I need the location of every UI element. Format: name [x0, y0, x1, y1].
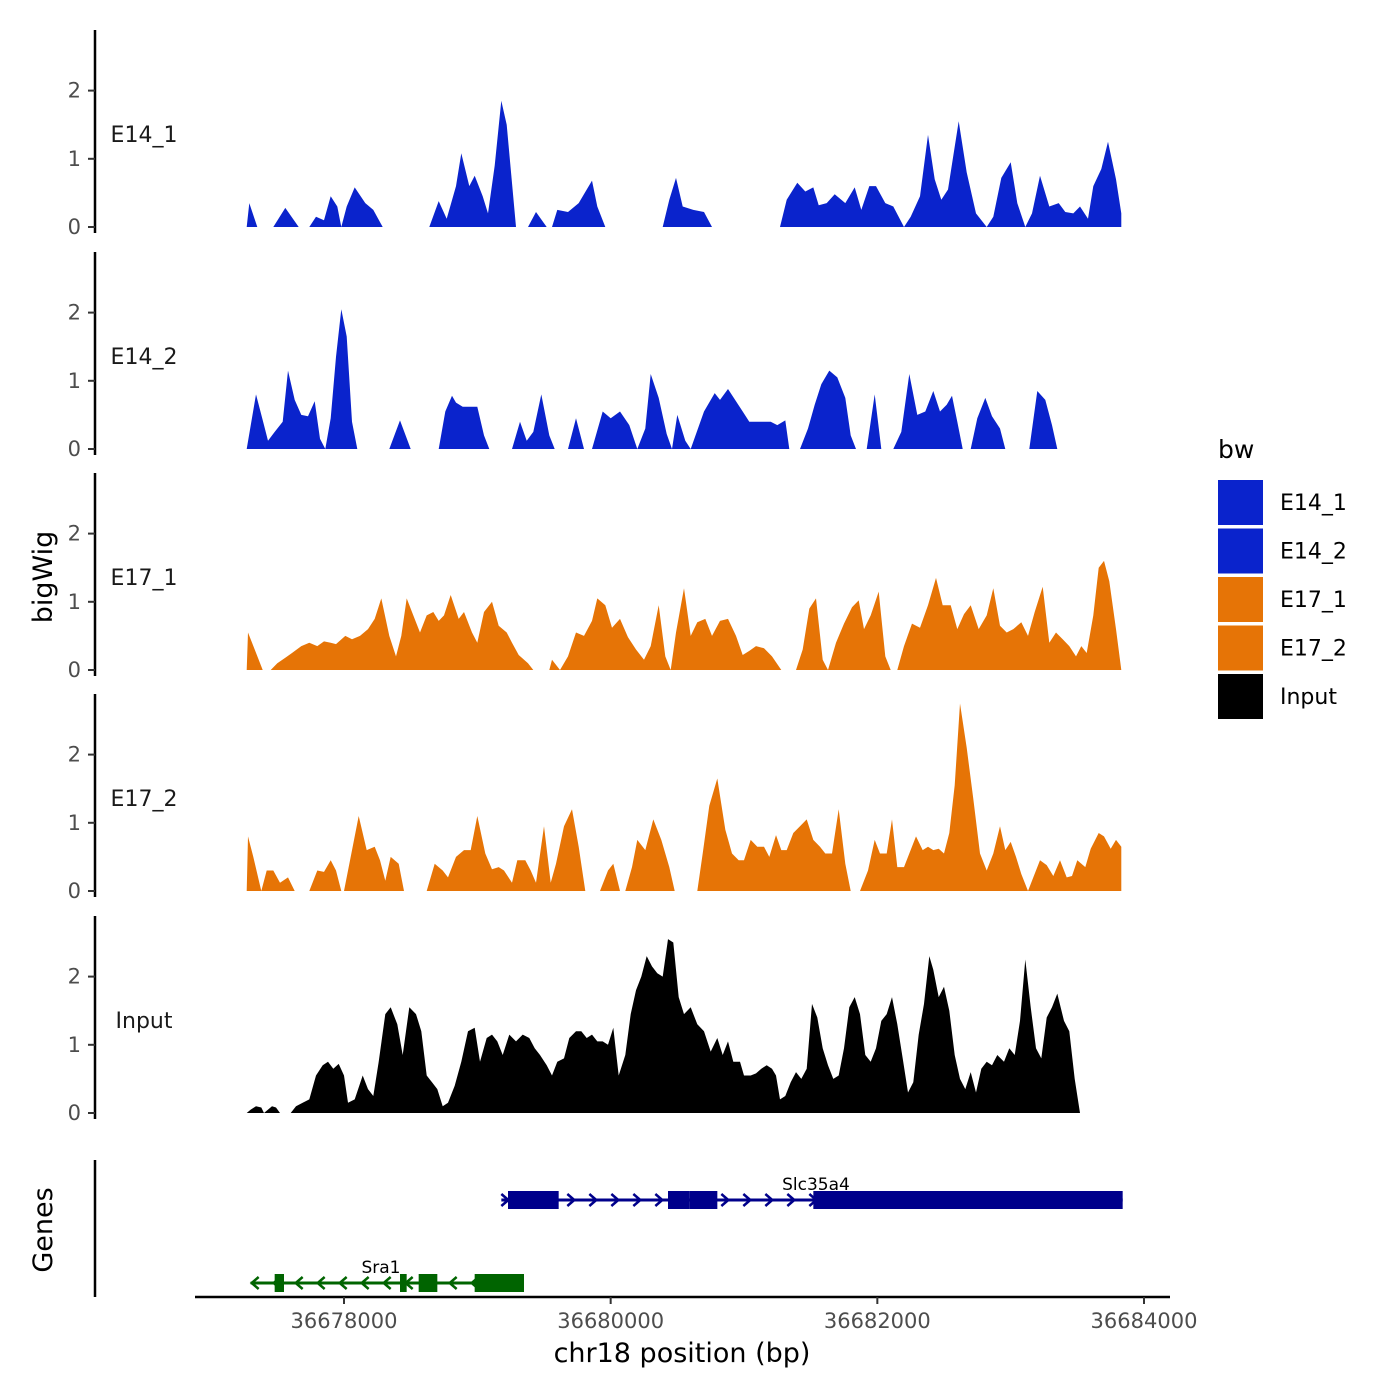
strand-chevron: [742, 1193, 753, 1207]
gene-Sra1: Sra1: [249, 1258, 524, 1292]
strand-chevron: [720, 1193, 731, 1207]
y-axis-title: bigWig: [28, 531, 59, 624]
legend-entry-E17_2: E17_2: [1218, 625, 1347, 671]
legend-label: E14_2: [1280, 540, 1347, 565]
legend: bw E14_1 E14_2 E17_1 E17_2 Input: [1218, 435, 1347, 719]
strand-chevron: [610, 1193, 621, 1207]
x-axis-title: chr18 position (bp): [554, 1338, 811, 1369]
y-tick-label: 0: [68, 215, 81, 239]
strand-chevron: [315, 1276, 326, 1290]
y-tick-label: 1: [68, 1033, 81, 1057]
x-tick-label: 36684000: [1091, 1309, 1198, 1333]
legend-swatch: [1218, 480, 1263, 525]
y-tick-label: 2: [68, 743, 81, 767]
track-label: E14_1: [111, 123, 178, 148]
y-tick-label: 0: [68, 1101, 81, 1125]
track-label: E14_2: [111, 345, 178, 370]
gene-annotation-panel: Slc35a4 Sra1: [93, 1160, 1123, 1297]
strand-chevron: [786, 1193, 797, 1207]
gene-exon: [813, 1191, 1123, 1209]
coverage-area-E17_2: [246, 703, 1122, 891]
y-tick-label: 1: [68, 590, 81, 614]
strand-chevron: [447, 1276, 458, 1290]
y-tick-label: 1: [68, 369, 81, 393]
track-E17_2: 0 1 2 E17_2: [68, 694, 1122, 903]
gene-exon: [418, 1274, 438, 1292]
gene-exon: [400, 1274, 407, 1292]
gene-exon: [508, 1191, 559, 1209]
y-tick-label: 2: [68, 79, 81, 103]
legend-entry-E14_2: E14_2: [1218, 528, 1347, 574]
legend-swatch: [1218, 625, 1263, 671]
strand-chevron: [654, 1193, 665, 1207]
legend-entry-E14_1: E14_1: [1218, 480, 1347, 525]
bigwig-tracks: 0 1 2 E14_1 0 1 2 E14_2 0 1 2 E17_1 0 1 2 E17_2 0 1 2 Input: [68, 30, 1122, 1125]
legend-swatch: [1218, 528, 1263, 574]
x-axis: 36678000 36680000 36682000 36684000: [195, 1295, 1198, 1333]
gene-name-label: Slc35a4: [782, 1175, 850, 1195]
track-E14_2: 0 1 2 E14_2: [68, 252, 1058, 461]
track-E17_1: 0 1 2 E17_1: [68, 473, 1122, 682]
y-tick-label: 2: [68, 522, 81, 546]
legend-label: Input: [1280, 685, 1337, 710]
track-label: E17_2: [111, 787, 178, 812]
legend-swatch: [1218, 577, 1263, 622]
y-tick-label: 0: [68, 658, 81, 682]
gene-exon: [474, 1274, 524, 1292]
genes-axis-title: Genes: [28, 1187, 59, 1272]
coverage-area-E14_2: [246, 309, 1058, 449]
y-tick-label: 1: [68, 811, 81, 835]
gene-exon: [274, 1274, 284, 1292]
gene-name-label: Sra1: [361, 1258, 400, 1278]
legend-title: bw: [1218, 435, 1254, 464]
x-tick-label: 36680000: [557, 1309, 664, 1333]
strand-chevron: [293, 1276, 304, 1290]
y-tick-label: 1: [68, 147, 81, 171]
y-tick-label: 0: [68, 879, 81, 903]
strand-chevron: [337, 1276, 348, 1290]
strand-chevron: [764, 1193, 775, 1207]
y-tick-label: 2: [68, 965, 81, 989]
legend-label: E17_2: [1280, 637, 1347, 662]
x-tick-label: 36678000: [291, 1309, 398, 1333]
strand-chevron: [249, 1276, 260, 1290]
strand-chevron: [566, 1193, 577, 1207]
strand-chevron: [588, 1193, 599, 1207]
legend-label: E17_1: [1280, 588, 1347, 613]
coverage-area-E14_1: [246, 100, 1122, 227]
legend-entry-Input: Input: [1218, 674, 1337, 719]
track-E14_1: 0 1 2 E14_1: [68, 30, 1122, 239]
coverage-area-E17_1: [246, 560, 1122, 670]
legend-label: E14_1: [1280, 491, 1347, 516]
strand-chevron: [632, 1193, 643, 1207]
coverage-area-Input: [246, 939, 1080, 1113]
strand-chevron: [381, 1276, 392, 1290]
gene-exon: [668, 1191, 690, 1209]
strand-chevron: [359, 1276, 370, 1290]
gene-exon: [689, 1191, 718, 1209]
track-Input: 0 1 2 Input: [68, 916, 1080, 1125]
gene-Slc35a4: Slc35a4: [500, 1175, 1123, 1209]
track-label: Input: [116, 1009, 173, 1034]
y-tick-label: 2: [68, 301, 81, 325]
x-tick-label: 36682000: [824, 1309, 931, 1333]
legend-swatch: [1218, 674, 1263, 719]
track-label: E17_1: [111, 566, 178, 591]
y-tick-label: 0: [68, 437, 81, 461]
legend-entry-E17_1: E17_1: [1218, 577, 1347, 622]
